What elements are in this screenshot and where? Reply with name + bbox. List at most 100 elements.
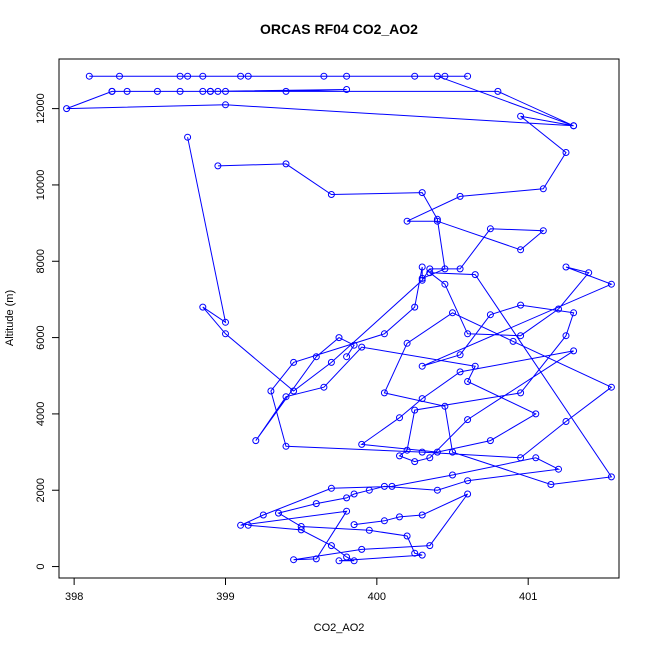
data-point — [320, 72, 328, 80]
data-point — [199, 87, 207, 95]
data-point — [343, 553, 351, 561]
data-point — [244, 521, 252, 529]
data-point — [433, 448, 441, 456]
data-point — [297, 523, 305, 530]
data-point — [184, 72, 192, 80]
data-point — [320, 383, 328, 391]
data-point — [108, 87, 116, 95]
data-point — [297, 526, 305, 534]
data-point — [433, 72, 441, 80]
data-point — [365, 486, 373, 494]
y-tick-label: 10000 — [35, 170, 47, 201]
data-point — [335, 334, 343, 342]
y-axis-label: Altitude (m) — [4, 290, 16, 346]
data-point — [555, 465, 562, 473]
data-point — [539, 227, 547, 235]
data-point — [184, 133, 192, 141]
data-point — [464, 477, 472, 485]
data-point — [441, 265, 449, 273]
data-point — [570, 347, 578, 355]
data-point — [449, 309, 456, 317]
data-point — [411, 72, 419, 80]
data-point — [418, 274, 426, 282]
data-point — [418, 551, 426, 559]
data-point — [607, 280, 615, 288]
data-point — [327, 542, 335, 550]
data-point — [350, 557, 358, 565]
data-point — [116, 72, 123, 80]
data-point — [380, 389, 388, 397]
data-point — [282, 442, 290, 450]
x-axis-label: CO2_AO2 — [314, 622, 365, 634]
data-point — [426, 265, 434, 273]
data-point — [403, 217, 411, 225]
data-point — [85, 72, 93, 80]
data-point — [418, 189, 426, 197]
data-point — [441, 72, 449, 80]
data-point — [411, 549, 419, 557]
series-line-2 — [217, 163, 613, 486]
data-point — [396, 452, 403, 460]
data-point — [585, 269, 593, 277]
data-point — [153, 87, 161, 95]
data-point — [290, 358, 298, 366]
data-point — [222, 101, 229, 109]
data-point — [418, 395, 426, 403]
data-point — [275, 509, 282, 517]
data-point — [244, 72, 252, 80]
data-point — [259, 511, 267, 519]
data-point — [517, 246, 525, 254]
data-point — [456, 368, 464, 376]
data-point — [426, 454, 434, 462]
series-line-1 — [66, 75, 574, 392]
data-point — [411, 406, 419, 414]
data-point — [570, 122, 578, 130]
data-point — [343, 353, 351, 361]
data-point — [562, 332, 570, 340]
data-point — [433, 486, 441, 494]
plot-frame — [58, 58, 620, 579]
data-point — [327, 358, 335, 366]
data-point — [206, 87, 214, 95]
data-point — [312, 555, 320, 563]
data-point — [282, 87, 290, 95]
data-point — [252, 437, 260, 445]
data-point — [176, 87, 184, 95]
data-point — [449, 471, 456, 479]
data-point — [532, 454, 540, 462]
data-point — [350, 521, 358, 529]
data-point — [343, 507, 351, 515]
data-point — [562, 418, 570, 425]
data-point — [237, 521, 245, 529]
data-point — [343, 494, 351, 502]
data-point — [237, 72, 245, 80]
data-point — [517, 112, 525, 120]
data-point — [562, 149, 570, 156]
y-tick-label: 0 — [35, 563, 47, 569]
data-point — [214, 162, 222, 170]
data-point — [388, 482, 396, 490]
data-point — [380, 517, 388, 525]
data-point — [327, 191, 335, 198]
chart-title: ORCAS RF04 CO2_AO2 — [260, 21, 418, 37]
data-point — [517, 389, 525, 397]
x-tick-label: 399 — [216, 591, 234, 603]
data-point — [350, 490, 358, 498]
data-point — [486, 225, 494, 233]
data-point — [282, 160, 290, 168]
data-point — [418, 263, 426, 271]
data-point — [471, 271, 479, 279]
data-point — [199, 303, 207, 311]
data-point — [532, 410, 540, 418]
data-point — [607, 383, 615, 391]
data-point — [418, 362, 426, 370]
data-point — [517, 301, 525, 309]
x-tick-label: 401 — [519, 591, 537, 603]
data-point — [607, 473, 615, 481]
data-point — [380, 330, 388, 338]
data-point — [396, 513, 403, 521]
data-point — [343, 86, 351, 93]
data-point — [562, 263, 570, 271]
data-point — [464, 490, 472, 498]
x-axis: 398 399 400 401 — [65, 578, 537, 603]
